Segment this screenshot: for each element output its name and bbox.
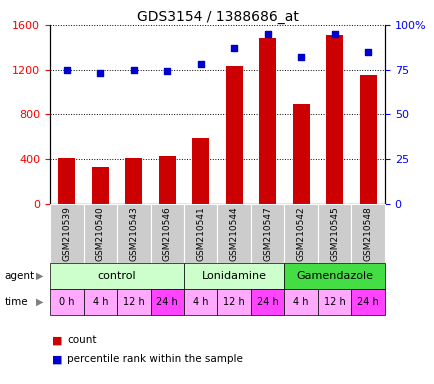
- Text: 12 h: 12 h: [123, 297, 144, 307]
- Text: 4 h: 4 h: [193, 297, 208, 307]
- Bar: [225, 66, 242, 204]
- Text: count: count: [67, 335, 97, 345]
- Text: 12 h: 12 h: [323, 297, 345, 307]
- Text: GSM210548: GSM210548: [363, 206, 372, 261]
- Bar: [259, 38, 276, 204]
- Text: 24 h: 24 h: [356, 297, 378, 307]
- Bar: [158, 156, 175, 204]
- Text: agent: agent: [4, 271, 34, 281]
- Bar: [292, 104, 309, 204]
- Point: [63, 66, 70, 73]
- Text: ■: ■: [52, 335, 62, 345]
- Text: GSM210545: GSM210545: [329, 206, 339, 261]
- Text: GSM210540: GSM210540: [95, 206, 105, 261]
- Text: 24 h: 24 h: [256, 297, 278, 307]
- Text: time: time: [4, 297, 28, 307]
- Bar: [359, 75, 376, 204]
- Bar: [192, 138, 209, 204]
- Title: GDS3154 / 1388686_at: GDS3154 / 1388686_at: [136, 10, 298, 24]
- Text: 4 h: 4 h: [92, 297, 108, 307]
- Text: GSM210547: GSM210547: [263, 206, 272, 261]
- Text: GSM210541: GSM210541: [196, 206, 205, 261]
- Bar: [92, 167, 108, 204]
- Text: Lonidamine: Lonidamine: [201, 271, 266, 281]
- Text: GSM210539: GSM210539: [62, 206, 71, 261]
- Point: [264, 31, 271, 37]
- Text: 12 h: 12 h: [223, 297, 245, 307]
- Point: [197, 61, 204, 67]
- Text: GSM210546: GSM210546: [162, 206, 171, 261]
- Point: [297, 54, 304, 60]
- Point: [164, 68, 171, 74]
- Text: 4 h: 4 h: [293, 297, 308, 307]
- Text: percentile rank within the sample: percentile rank within the sample: [67, 354, 243, 364]
- Point: [97, 70, 104, 76]
- Text: control: control: [98, 271, 136, 281]
- Text: GSM210543: GSM210543: [129, 206, 138, 261]
- Text: ▶: ▶: [36, 297, 43, 307]
- Bar: [58, 158, 75, 204]
- Point: [230, 45, 237, 51]
- Text: ■: ■: [52, 354, 62, 364]
- Text: GSM210544: GSM210544: [229, 206, 238, 261]
- Point: [331, 31, 338, 37]
- Point: [364, 49, 371, 55]
- Text: Gamendazole: Gamendazole: [296, 271, 372, 281]
- Bar: [125, 158, 142, 204]
- Text: 24 h: 24 h: [156, 297, 178, 307]
- Text: 0 h: 0 h: [59, 297, 74, 307]
- Point: [130, 66, 137, 73]
- Bar: [326, 35, 342, 204]
- Text: ▶: ▶: [36, 271, 43, 281]
- Text: GSM210542: GSM210542: [296, 206, 305, 261]
